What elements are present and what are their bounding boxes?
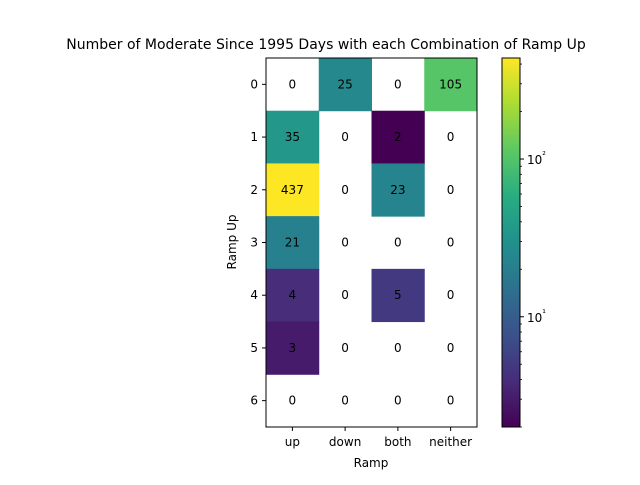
cell-value-label: 0 [289, 394, 297, 408]
cell-value-label: 0 [447, 130, 455, 144]
y-tick-label: 0 [250, 77, 258, 91]
cell-value-label: 4 [289, 288, 297, 302]
cell-value-label: 3 [289, 341, 297, 355]
x-tick-label: both [384, 435, 411, 449]
heatmap-cell [424, 58, 478, 112]
cell-value-label: 0 [341, 183, 349, 197]
cell-value-label: 0 [341, 235, 349, 249]
y-tick-label: 3 [250, 235, 258, 249]
cell-value-label: 0 [341, 130, 349, 144]
y-tick-label: 4 [250, 288, 258, 302]
y-tick-label: 2 [250, 183, 258, 197]
colorbar-tick-label: 10¹ [527, 309, 546, 325]
heatmap-cell [266, 110, 320, 164]
x-tick-label: down [329, 435, 361, 449]
y-tick-label: 5 [250, 341, 258, 355]
heatmap-cell [371, 163, 425, 217]
cell-value-label: 35 [285, 130, 300, 144]
cell-value-label: 0 [341, 341, 349, 355]
heatmap-cell [266, 216, 320, 270]
cell-value-label: 25 [337, 77, 352, 91]
cell-value-label: 0 [394, 235, 402, 249]
heatmap-cell [371, 268, 425, 323]
cell-value-label: 0 [447, 235, 455, 249]
x-tick-label: up [285, 435, 300, 449]
colorbar-ticks: 10¹ 10² [520, 63, 546, 428]
chart-title: Number of Moderate Since 1995 Days with … [66, 37, 586, 53]
cell-value-label: 0 [394, 341, 402, 355]
cell-value-label: 0 [447, 341, 455, 355]
y-axis: 0 1 2 3 4 5 6 [250, 77, 266, 408]
cell-value-label: 0 [447, 288, 455, 302]
y-tick-label: 1 [250, 130, 258, 144]
heatmap-cell [266, 163, 320, 217]
cell-value-label: 0 [289, 77, 297, 91]
cell-value-label: 2 [394, 130, 402, 144]
cell-value-label: 21 [285, 235, 300, 249]
cell-value-label: 0 [447, 183, 455, 197]
colorbar [501, 57, 521, 428]
cell-value-label: 5 [394, 288, 402, 302]
cell-value-label: 437 [281, 183, 304, 197]
cell-value-label: 0 [341, 288, 349, 302]
heatmap-cell [371, 110, 425, 164]
x-axis-title: Ramp [354, 456, 389, 470]
heatmap-cell [266, 321, 320, 375]
cell-value-label: 23 [390, 183, 405, 197]
heatmap-cell [266, 268, 320, 323]
cell-value-label: 105 [439, 77, 462, 91]
cell-value-label: 0 [394, 77, 402, 91]
heatmap-cell [318, 58, 372, 112]
cell-value-label: 0 [447, 394, 455, 408]
colorbar-tick-label: 10² [527, 151, 546, 167]
y-axis-title: Ramp Up [225, 215, 239, 270]
x-axis: up down both neither [285, 426, 472, 449]
x-tick-label: neither [429, 435, 472, 449]
cell-value-label: 0 [341, 394, 349, 408]
cell-value-label: 0 [394, 394, 402, 408]
y-tick-label: 6 [250, 394, 258, 408]
heatmap-cells: 0 25 0 105 35 0 2 0 437 0 23 0 21 0 0 0 4 0 5 0 3 0 0 0 0 0 0 0 [266, 58, 478, 408]
